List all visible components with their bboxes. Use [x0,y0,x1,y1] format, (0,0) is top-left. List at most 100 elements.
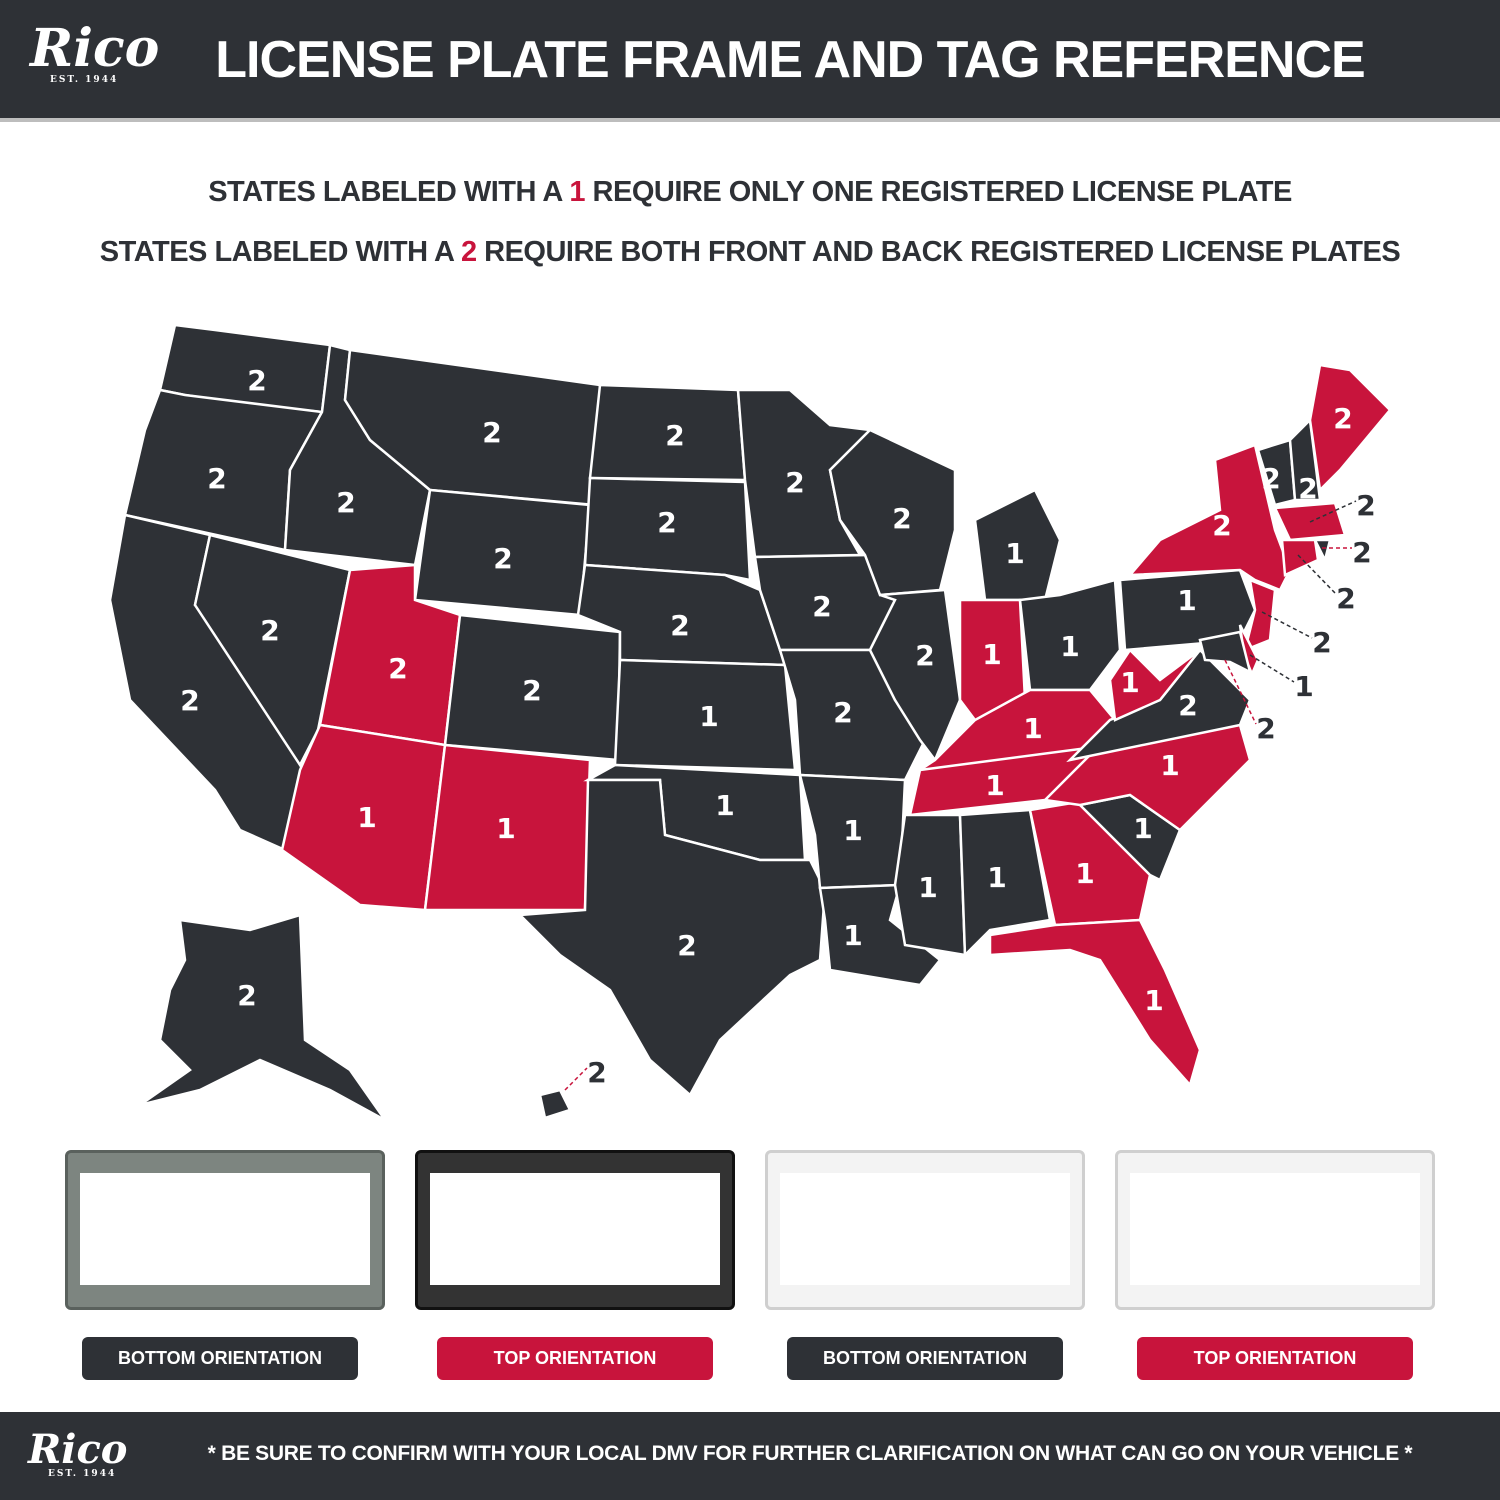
state-ny [1127,443,1292,592]
state-ri [1312,538,1332,564]
state-label-nm: 1 [496,812,515,845]
state-label-ne: 2 [670,609,689,642]
orientation-label-text: TOP ORIENTATION [1193,1348,1357,1368]
state-label-pa: 1 [1177,584,1196,617]
plate-opening [430,1173,720,1285]
plate-frame-4 [1115,1150,1435,1310]
state-label-nc: 1 [1160,749,1179,782]
plate-frame-1 [65,1150,385,1310]
logo-est: EST. 1944 [50,75,119,85]
state-al [958,808,1052,958]
logo-text: Rico [28,1426,128,1473]
state-label-nh: 2 [1298,472,1317,505]
state-ks [613,658,797,772]
subtitle-text: REQUIRE ONLY ONE REGISTERED LICENSE PLAT… [584,176,1293,208]
subtitle-text: STATES LABELED WITH A [208,176,570,208]
subtitle-number: 1 [569,176,585,208]
subtitle-number: 2 [460,236,477,268]
state-label-ma: 2 [1356,489,1375,522]
page-title: LICENSE PLATE FRAME AND TAG REFERENCE [215,31,1365,89]
state-nj [1243,578,1277,653]
state-label-mo: 2 [833,696,852,729]
leader-line-nj [1261,611,1313,639]
state-label-or: 2 [207,462,226,495]
rico-logo: Rico EST. 1944 [30,18,159,85]
orientation-label-text: BOTTOM ORIENTATION [823,1348,1027,1368]
state-label-oh: 1 [1060,630,1079,663]
state-label-fl: 1 [1144,984,1163,1017]
footer: Rico EST. 1944 * BE SURE TO CONFIRM WITH… [0,1412,1500,1500]
state-label-al: 1 [987,861,1006,894]
state-me [1308,363,1392,493]
logo-est: EST. 1944 [48,1469,117,1479]
state-label-nv: 2 [260,614,279,647]
state-wv [1108,648,1201,722]
subtitle-line-2: STATES LABELED WITH A 2 REQUIRE BOTH FRO… [20,236,1480,269]
state-label-la: 1 [843,919,862,952]
state-label-ar: 1 [843,814,862,847]
subtitle-text: STATES LABELED WITH A [99,236,461,268]
orientation-label-4: TOP ORIENTATION [1137,1337,1413,1380]
state-il [868,588,962,763]
rico-logo: Rico EST. 1944 [28,1426,127,1479]
state-label-ia: 2 [812,590,831,623]
plate-frame-2 [415,1150,735,1310]
orientation-label-1: BOTTOM ORIENTATION [82,1337,358,1380]
state-label-md: 2 [1256,712,1275,745]
state-label-wi: 2 [892,502,911,535]
state-label-id: 2 [336,486,355,519]
state-label-az: 1 [357,801,376,834]
state-label-il: 2 [915,639,934,672]
state-label-wv: 1 [1120,666,1139,699]
leader-line-ct [1297,554,1337,595]
logo-text: Rico [30,18,160,79]
plate-opening [1130,1173,1420,1285]
state-ms [893,813,967,957]
state-label-hi: 2 [587,1056,606,1089]
plate-frame-3 [765,1150,1085,1310]
state-md [1198,630,1252,675]
state-label-co: 2 [522,674,541,707]
state-label-ks: 1 [699,700,718,733]
state-label-sc: 1 [1133,812,1152,845]
orientation-label-2: TOP ORIENTATION [437,1337,713,1380]
state-label-vt: 2 [1261,462,1280,495]
orientation-label-3: BOTTOM ORIENTATION [787,1337,1063,1380]
state-label-mt: 2 [482,416,501,449]
state-label-mi: 1 [1005,537,1024,570]
orientation-label-text: BOTTOM ORIENTATION [118,1348,322,1368]
state-label-ky: 1 [1023,712,1042,745]
leader-line-md [1224,659,1257,725]
state-label-mn: 2 [785,466,804,499]
state-label-tn: 1 [985,769,1004,802]
state-label-de: 1 [1294,670,1313,703]
subtitle-line-1: STATES LABELED WITH A 1 REQUIRE ONLY ONE… [20,176,1480,209]
state-label-ca: 2 [180,684,199,717]
state-label-nd: 2 [665,419,684,452]
state-label-ri: 2 [1352,536,1371,569]
state-label-ms: 1 [918,871,937,904]
state-label-sd: 2 [657,506,676,539]
state-ak [139,913,387,1122]
state-label-ok: 1 [715,789,734,822]
state-label-va: 2 [1178,689,1197,722]
state-mi [973,488,1062,602]
state-fl [988,918,1202,1088]
state-tx [517,778,827,1097]
plate-opening [780,1173,1070,1285]
state-label-ga: 1 [1075,857,1094,890]
plate-opening [80,1173,370,1285]
state-label-wa: 2 [247,364,266,397]
leader-line-de [1249,654,1295,683]
state-label-in: 1 [982,638,1001,671]
state-label-wy: 2 [493,542,512,575]
state-label-ak: 2 [237,979,256,1012]
state-label-ny: 2 [1212,509,1231,542]
state-hi [538,1088,572,1120]
state-label-me: 2 [1333,402,1352,435]
state-sd [583,476,752,582]
state-label-tx: 2 [677,929,696,962]
leader-line-ma [1309,500,1357,523]
leader-line-hi [564,1067,588,1091]
